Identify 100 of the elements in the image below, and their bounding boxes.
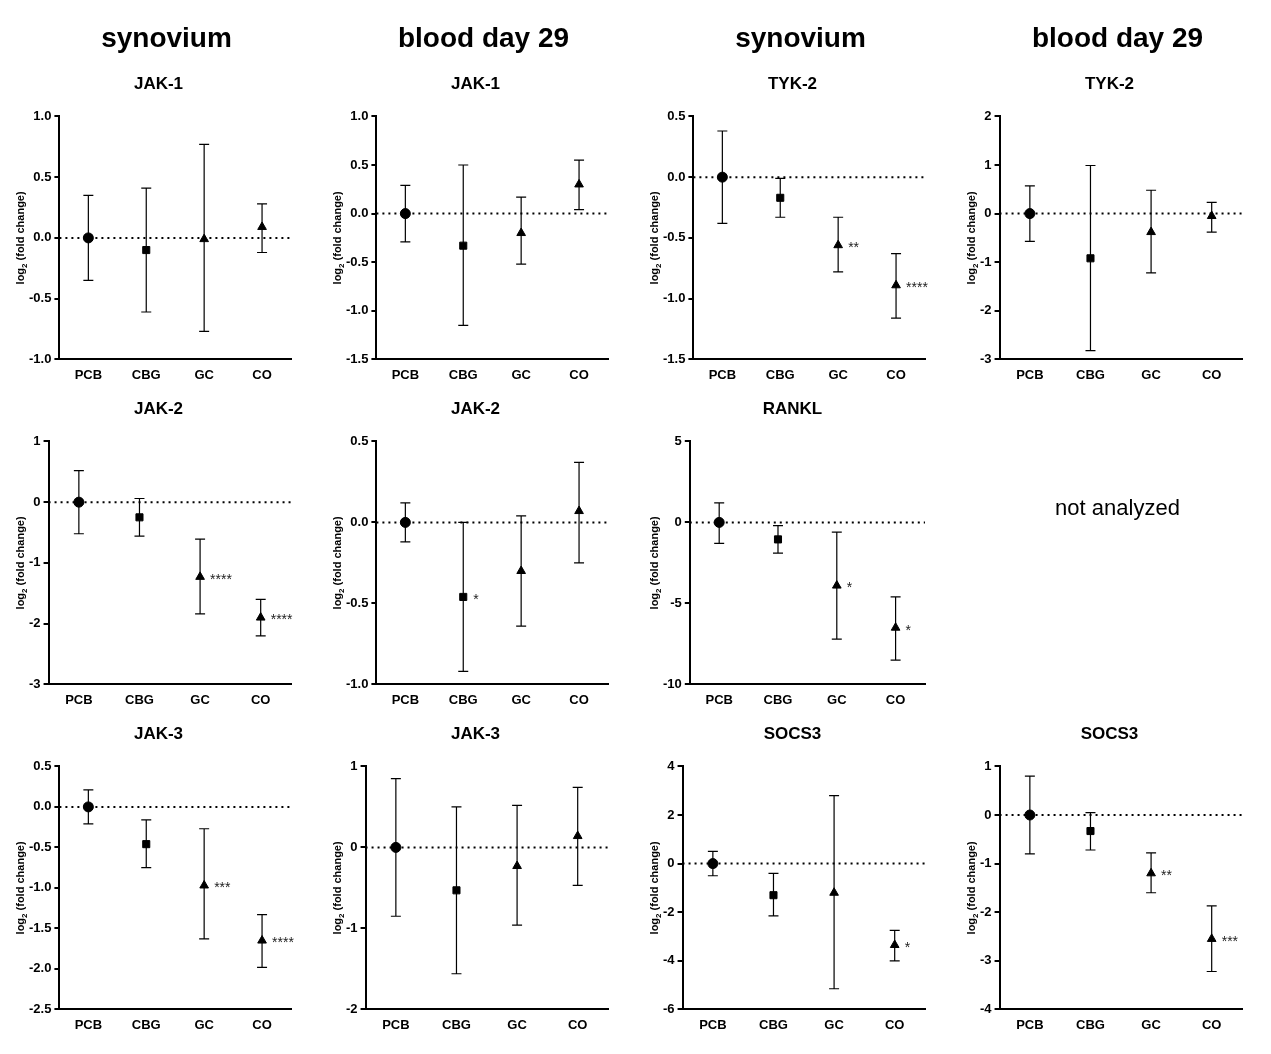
annotation: * [846, 579, 853, 596]
y-tick-label: 4 [667, 757, 676, 773]
y-axis-title: log2 (fold change) [965, 841, 980, 935]
y-tick-label: -0.5 [662, 229, 686, 245]
x-tick-label: CO [252, 1016, 272, 1032]
x-tick-label: GC [507, 1016, 528, 1032]
chart-subtitle: blood day 29 [1030, 21, 1205, 55]
annotation: * [904, 938, 911, 955]
chart-title: TYK-2 [767, 73, 818, 93]
text: not analyzed [1055, 495, 1180, 521]
annotation: *** [214, 879, 232, 896]
y-tick-label: -3 [980, 350, 992, 366]
y-axis-title: log2 (fold change) [14, 841, 29, 935]
x-tick-label: CBG [131, 1016, 161, 1032]
chart-subtitle: blood day 29 [396, 21, 571, 55]
x-tick-label: GC [511, 366, 532, 382]
y-tick-label: 0.5 [667, 107, 686, 123]
y-axis-title: log2 (fold change) [331, 841, 346, 935]
chart-title: JAK-1 [450, 73, 501, 93]
x-tick-label: PCB [74, 366, 103, 382]
y-axis-title: log2 (fold change) [331, 516, 346, 610]
y-tick-label: 2 [984, 107, 992, 123]
x-tick-label: CBG [765, 366, 795, 382]
chart-title: JAK-1 [133, 73, 184, 93]
y-tick-label: -0.5 [28, 290, 52, 306]
y-tick-label: 5 [674, 432, 682, 448]
x-tick-label: CBG [448, 366, 478, 382]
y-tick-label: -1.5 [662, 350, 686, 366]
chart-title: JAK-2 [450, 398, 501, 418]
y-tick-label: 0 [984, 806, 992, 822]
x-tick-label: GC [828, 366, 849, 382]
y-tick-label: 1.0 [350, 107, 369, 123]
x-tick-label: PCB [74, 1016, 103, 1032]
annotation: * [905, 621, 912, 638]
y-tick-label: 1 [350, 757, 358, 773]
chart-title: JAK-2 [133, 398, 184, 418]
x-tick-label: CBG [131, 366, 161, 382]
y-tick-label: -2 [980, 903, 992, 919]
annotation: ** [848, 239, 860, 256]
chart-title: SOCS3 [763, 723, 822, 743]
x-tick-label: CBG [442, 1016, 471, 1032]
annotation: **** [270, 611, 294, 628]
annotation: **** [906, 279, 929, 296]
x-tick-label: PCB [391, 691, 420, 707]
y-tick-label: -6 [663, 1000, 675, 1016]
y-tick-label: -1.0 [28, 879, 52, 895]
chart-title: JAK-3 [450, 723, 501, 743]
x-tick-label: PCB [391, 366, 420, 382]
y-tick-label: -1 [29, 554, 41, 570]
y-tick-label: 0.0 [33, 229, 52, 245]
y-tick-label: -4 [663, 952, 676, 968]
x-tick-label: CO [1201, 1016, 1222, 1032]
y-axis-title: log2 (fold change) [965, 191, 980, 285]
x-tick-label: CO [252, 366, 272, 382]
y-tick-label: -1.0 [28, 350, 52, 366]
y-tick-label: 0 [667, 855, 675, 871]
chart-subtitle: synovium [100, 21, 233, 55]
x-tick-label: CO [885, 691, 906, 707]
y-tick-label: 1 [33, 432, 41, 448]
chart-title: SOCS3 [1080, 723, 1139, 743]
y-tick-label: -10 [662, 675, 682, 691]
y-axis-title: log2 (fold change) [648, 516, 663, 610]
x-tick-label: CBG [1076, 366, 1105, 382]
annotation: **** [272, 934, 295, 951]
y-tick-label: -4 [980, 1000, 993, 1016]
y-tick-label: -1.5 [28, 919, 52, 935]
chart-subtitle: synovium [734, 21, 867, 55]
y-axis-title: log2 (fold change) [14, 191, 29, 285]
x-tick-label: GC [190, 691, 211, 707]
y-tick-label: 0.5 [33, 168, 52, 184]
x-tick-label: CBG [125, 691, 154, 707]
annotation: ** [1161, 867, 1173, 884]
x-tick-label: PCB [705, 691, 733, 707]
y-tick-label: 0.0 [33, 798, 52, 814]
x-tick-label: CBG [448, 691, 478, 707]
y-tick-label: 2 [667, 806, 675, 822]
y-tick-label: -1.0 [345, 302, 369, 318]
x-tick-label: CO [884, 1016, 905, 1032]
y-tick-label: -0.5 [28, 838, 52, 854]
x-tick-label: PCB [1016, 366, 1044, 382]
y-axis-title: log2 (fold change) [14, 516, 29, 610]
x-tick-label: CO [250, 691, 271, 707]
y-axis-title: log2 (fold change) [648, 841, 663, 935]
x-tick-label: GC [1141, 1016, 1162, 1032]
x-tick-label: GC [194, 366, 215, 382]
x-tick-label: GC [194, 1016, 215, 1032]
x-tick-label: CO [569, 366, 589, 382]
y-tick-label: 0 [674, 513, 682, 529]
y-tick-label: -3 [980, 952, 992, 968]
y-tick-label: 0.5 [350, 432, 369, 448]
annotation: *** [1221, 932, 1239, 949]
y-tick-label: -1 [980, 855, 992, 871]
y-tick-label: -0.5 [345, 594, 369, 610]
x-tick-label: GC [1141, 366, 1162, 382]
y-tick-label: 0.5 [350, 156, 369, 172]
y-tick-label: -0.5 [345, 253, 369, 269]
x-tick-label: CO [886, 366, 906, 382]
x-tick-label: PCB [1016, 1016, 1044, 1032]
x-tick-label: CO [567, 1016, 588, 1032]
y-tick-label: -2 [980, 302, 992, 318]
